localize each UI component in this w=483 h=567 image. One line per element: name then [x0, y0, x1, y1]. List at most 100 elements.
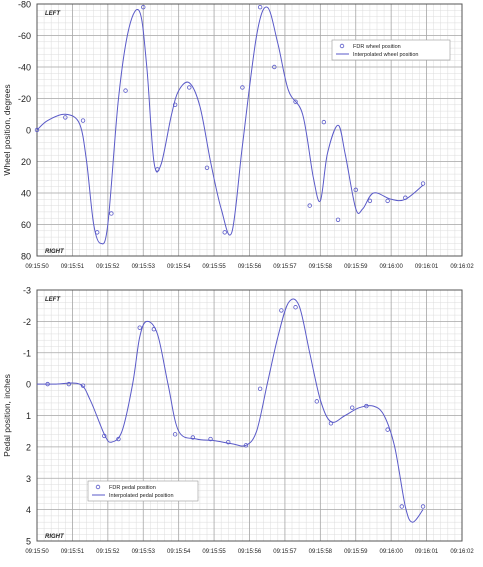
x-tick-label: 09:16:00 [379, 264, 403, 270]
data-point-fdr [293, 305, 298, 310]
data-point-fdr [243, 443, 249, 448]
plot-frame [36, 289, 463, 542]
x-tick-label: 09:15:54 [167, 264, 191, 270]
x-tick-label: 09:16:00 [379, 549, 403, 555]
legend-box [87, 480, 199, 502]
y-tick-label: 5 [26, 537, 31, 547]
data-point-fdr [279, 308, 284, 313]
y-tick-label: 1 [26, 411, 31, 421]
x-tick-label: 09:15:54 [167, 549, 191, 555]
data-point-fdr [63, 115, 68, 120]
legend-marker-symbol [95, 484, 101, 490]
data-point-fdr [95, 230, 100, 235]
x-tick-label: 09:16:02 [450, 264, 474, 270]
x-tick-label: 09:16:01 [415, 549, 439, 555]
legend-box [331, 39, 451, 61]
data-point-fdr [335, 217, 341, 222]
x-tick-label: 09:15:51 [61, 264, 85, 270]
x-tick-label: 09:15:50 [25, 264, 49, 270]
data-point-fdr [420, 181, 426, 186]
data-point-fdr [123, 88, 128, 93]
y-tick-label: -3 [23, 286, 31, 296]
y-tick-label: -20 [18, 94, 31, 104]
data-point-fdr [420, 504, 426, 509]
data-point-fdr [321, 119, 327, 125]
x-tick-label: 09:15:59 [344, 264, 368, 270]
data-point-fdr [257, 4, 263, 10]
data-point-fdr [137, 325, 142, 330]
data-point-fdr [45, 381, 50, 387]
data-point-fdr [350, 405, 355, 410]
series-line-interpolated [36, 6, 424, 245]
legend-label-line: Interpolated wheel position [353, 52, 418, 58]
data-point-fdr [399, 504, 404, 509]
legend-marker-symbol [339, 43, 345, 49]
legend: FDR pedal position Interpolated pedal pos… [87, 480, 199, 502]
x-tick-label: 09:15:53 [132, 549, 156, 555]
x-tick-label: 09:15:55 [202, 264, 226, 270]
x-tick-label: 09:16:01 [415, 264, 439, 270]
data-point-fdr [328, 421, 334, 426]
data-point-fdr [141, 4, 146, 10]
data-point-fdr [226, 439, 231, 445]
y-tick-label: -60 [18, 31, 31, 41]
x-tick-label: 09:15:56 [238, 549, 262, 555]
y-tick-label: 0 [26, 380, 31, 390]
y-tick-label: -80 [18, 0, 31, 10]
x-tick-label: 09:15:53 [132, 264, 156, 270]
data-point-fdr [403, 195, 408, 200]
data-point-fdr [172, 432, 178, 437]
x-tick-label: 09:15:57 [273, 549, 297, 555]
legend-label-markers: FDR wheel position [353, 44, 401, 50]
data-point-fdr [293, 99, 298, 104]
data-point-fdr [222, 230, 227, 235]
data-point-fdr [66, 381, 72, 387]
x-tick-label: 09:15:57 [273, 264, 297, 270]
x-tick-label: 09:15:50 [25, 549, 49, 555]
corner-label-bottom: RIGHT [45, 249, 65, 255]
legend-label-line: Interpolated pedal position [109, 493, 174, 499]
x-tick-label: 09:15:52 [96, 549, 120, 555]
chart-panel-1: -80 -60 -40 -20 0 20 40 60 80 09:15:50 09:15:51 09:… [2, 0, 474, 270]
y-tick-label: 80 [21, 252, 31, 262]
y-tick-label: 0 [26, 126, 31, 136]
x-tick-label: 09:15:58 [309, 549, 333, 555]
y-axis-label: Pedal position, inches [2, 374, 12, 457]
x-tick-label: 09:15:55 [202, 549, 226, 555]
x-tick-label: 09:15:58 [309, 264, 333, 270]
data-point-fdr [155, 167, 160, 172]
y-tick-label: 20 [21, 157, 31, 167]
x-tick-label: 09:16:02 [450, 549, 474, 555]
data-point-fdr [367, 198, 373, 204]
series-line-interpolated [36, 298, 424, 523]
data-point-fdr [307, 203, 312, 208]
x-tick-label: 09:15:56 [238, 264, 262, 270]
data-point-fdr [208, 436, 213, 442]
data-point-fdr [240, 85, 245, 90]
y-tick-label: 60 [21, 220, 31, 230]
data-point-fdr [102, 433, 107, 439]
data-point-fdr [272, 64, 277, 70]
y-tick-label: -1 [23, 348, 31, 358]
corner-label-bottom: RIGHT [45, 534, 65, 540]
x-tick-label: 09:15:52 [96, 264, 120, 270]
data-point-fdr [187, 85, 192, 90]
data-point-fdr [34, 127, 40, 133]
y-tick-label: 3 [26, 474, 31, 484]
data-point-fdr [190, 435, 196, 440]
y-tick-label: -40 [18, 63, 31, 73]
data-point-fdr [80, 383, 86, 388]
x-tick-label: 09:15:59 [344, 549, 368, 555]
corner-label-top: LEFT [45, 297, 61, 303]
legend-label-markers: FDR pedal position [109, 485, 156, 491]
data-point-fdr [314, 399, 319, 404]
chart-panel-2: -3 -2 -1 0 1 2 3 4 5 09:15:50 09:15:51 09:15:52 09:1… [2, 286, 474, 556]
data-point-fdr [151, 327, 157, 332]
data-point-fdr [109, 211, 114, 216]
data-point-fdr [353, 187, 358, 193]
legend: FDR wheel position Interpolated wheel pos… [331, 39, 451, 61]
data-point-fdr [80, 118, 86, 123]
x-tick-label: 09:15:51 [61, 549, 85, 555]
y-tick-label: 2 [26, 442, 31, 452]
